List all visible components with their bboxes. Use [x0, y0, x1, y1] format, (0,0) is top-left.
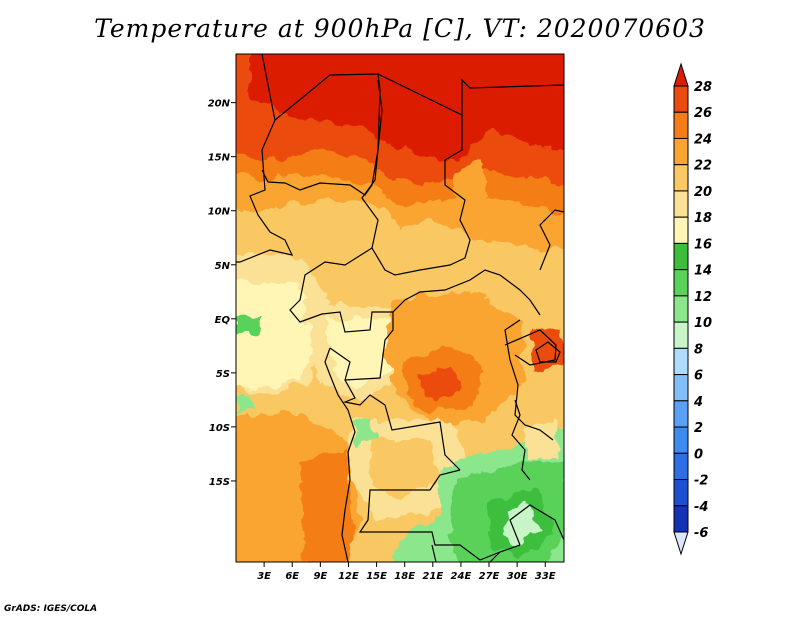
lon-tick-label: 3E: [257, 571, 271, 582]
colorbar-box: [673, 426, 689, 454]
colorbar-under-triangle: [673, 531, 689, 556]
lat-tick-label: 10N: [208, 207, 231, 218]
colorbar-box: [673, 164, 689, 192]
colorbar-level-label: -2: [694, 474, 708, 489]
colorbar-box: [673, 216, 689, 244]
zambia-south-border: [489, 551, 501, 562]
colorbar-level-label: 28: [694, 80, 712, 95]
cameroon-south-border: [321, 311, 393, 333]
colorbar-level-label: 12: [694, 290, 712, 305]
colorbar-box: [673, 137, 689, 166]
lon-tick-label: 18E: [394, 571, 415, 582]
atlantic-coastline: [324, 347, 356, 562]
colorbar-level-label: -6: [694, 526, 708, 541]
lon-tick-label: 30E: [507, 571, 528, 582]
colorbar-level-label: 0: [694, 447, 703, 462]
lon-tick-label: 24E: [451, 571, 472, 582]
colorbar-level-label: 20: [694, 185, 712, 200]
lon-tick-label: 15E: [366, 571, 387, 582]
colorbar-over-triangle: [673, 62, 689, 87]
colorbar-level-label: -4: [694, 500, 708, 515]
credit-label: GrADS: IGES/COLA: [4, 604, 98, 614]
lon-tick-label: 33E: [535, 571, 556, 582]
colorbar-level-label: 16: [694, 237, 712, 252]
longitude-axis: 3E 6E 9E 12E 15E 18E 21E 24E 27E 30E 33E: [257, 562, 556, 582]
lat-tick-label: 10S: [209, 423, 230, 434]
lon-tick-label: 27E: [479, 571, 500, 582]
sudan-east-border: [539, 209, 564, 271]
colorbar-box: [673, 400, 689, 428]
colorbar-level-label: 10: [694, 316, 712, 331]
latitude-axis: 20N 15N 10N 5N EQ 5S 10S 15S: [208, 99, 236, 488]
congo-drc-border: [329, 347, 461, 471]
angola-zambia-border: [358, 469, 521, 561]
map-title: Temperature at 900hPa [C], VT: 202007060…: [94, 14, 706, 43]
colorbar-box: [673, 85, 689, 113]
colorbar-box: [673, 374, 689, 402]
lat-tick-label: 15N: [208, 153, 231, 164]
colorbar-box: [673, 505, 689, 533]
lon-tick-label: 6E: [285, 571, 299, 582]
drc-east-border: [504, 319, 554, 441]
libya-border: [377, 73, 564, 116]
lake-tanganyika: [511, 399, 531, 481]
car-south-border: [392, 269, 541, 316]
lake-victoria: [535, 341, 561, 363]
colorbar-box: [673, 111, 689, 139]
temperature-field: [236, 54, 564, 562]
colorbar-level-label: 14: [694, 264, 712, 279]
lon-tick-label: 12E: [338, 571, 359, 582]
colorbar-box: [673, 269, 689, 297]
lat-tick-label: 5N: [215, 261, 231, 272]
colorbar-level-label: 4: [693, 395, 703, 410]
lat-tick-label: EQ: [215, 315, 231, 326]
lat-tick-label: 15S: [209, 477, 230, 488]
uganda-border: [504, 329, 557, 366]
colorbar-level-label: 2: [694, 421, 703, 436]
colorbar-box: [673, 452, 689, 481]
colorbar-level-label: 24: [694, 132, 712, 147]
colorbar-level-label: 8: [694, 342, 703, 357]
lon-tick-label: 9E: [313, 571, 327, 582]
colorbar-box: [673, 242, 689, 271]
colorbar-level-label: 18: [694, 211, 712, 226]
zambia-malawi-border: [509, 504, 564, 546]
colorbar-box: [673, 190, 689, 218]
colorbar-level-label: 26: [694, 106, 712, 121]
lat-tick-label: 20N: [208, 99, 231, 110]
map-frame: [235, 53, 565, 563]
chad-border: [361, 79, 471, 276]
namibia-botswana-border: [431, 544, 437, 562]
gabon-congo-border: [344, 312, 394, 381]
lat-tick-label: 5S: [216, 369, 230, 380]
colorbar-box: [673, 347, 689, 376]
lon-tick-label: 21E: [422, 571, 443, 582]
colorbar-level-label: 6: [694, 369, 703, 384]
colorbar-box: [673, 321, 689, 349]
country-borders: [236, 54, 564, 562]
nigeria-cameroon-border: [289, 247, 373, 323]
colorbar-box: [673, 295, 689, 323]
colorbar-box: [673, 479, 689, 507]
colorbar-level-label: 22: [694, 159, 712, 174]
